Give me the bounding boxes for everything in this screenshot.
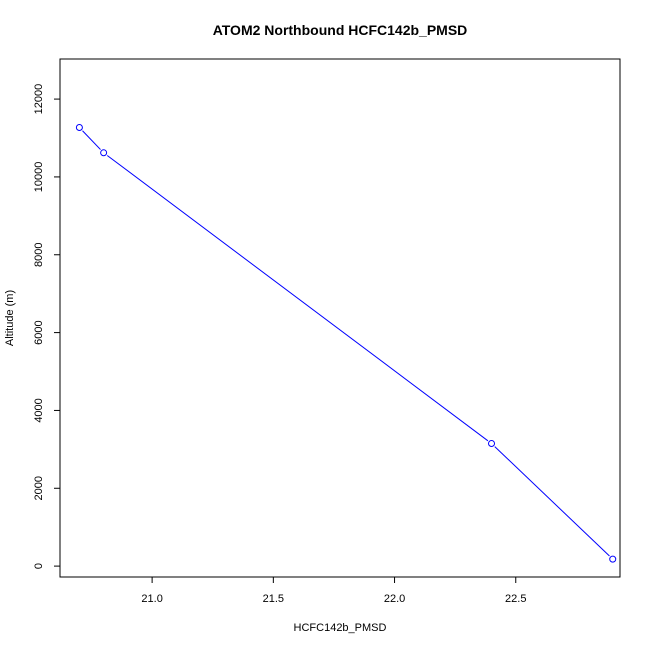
data-point [488,440,496,448]
y-tick-label: 4000 [33,398,45,422]
series-layer [75,123,617,563]
y-tick-label: 12000 [33,84,45,115]
x-tick-label: 22.5 [505,593,526,605]
x-tick-label: 22.0 [384,593,405,605]
x-tick-label: 21.0 [141,593,162,605]
data-point [100,149,108,157]
y-axis: 0 2000 4000 6000 8000 10000 12000 [33,84,61,569]
data-point [75,123,83,131]
x-axis-label: HCFC142b_PMSD [294,622,387,634]
y-tick-label: 0 [33,563,45,569]
series-line-segment [106,155,489,442]
chart-title: ATOM2 Northbound HCFC142b_PMSD [213,22,468,38]
series-line-segment [494,446,610,557]
y-tick-label: 10000 [33,162,45,193]
x-axis: 21.0 21.5 22.0 22.5 [141,576,526,605]
y-tick-label: 8000 [33,243,45,267]
y-tick-label: 2000 [33,476,45,500]
series-line-segment [82,130,101,150]
y-tick-label: 6000 [33,320,45,344]
plot-area [59,58,621,578]
x-tick-label: 21.5 [263,593,284,605]
data-point [609,555,617,563]
y-axis-label: Altitude (m) [4,290,16,346]
